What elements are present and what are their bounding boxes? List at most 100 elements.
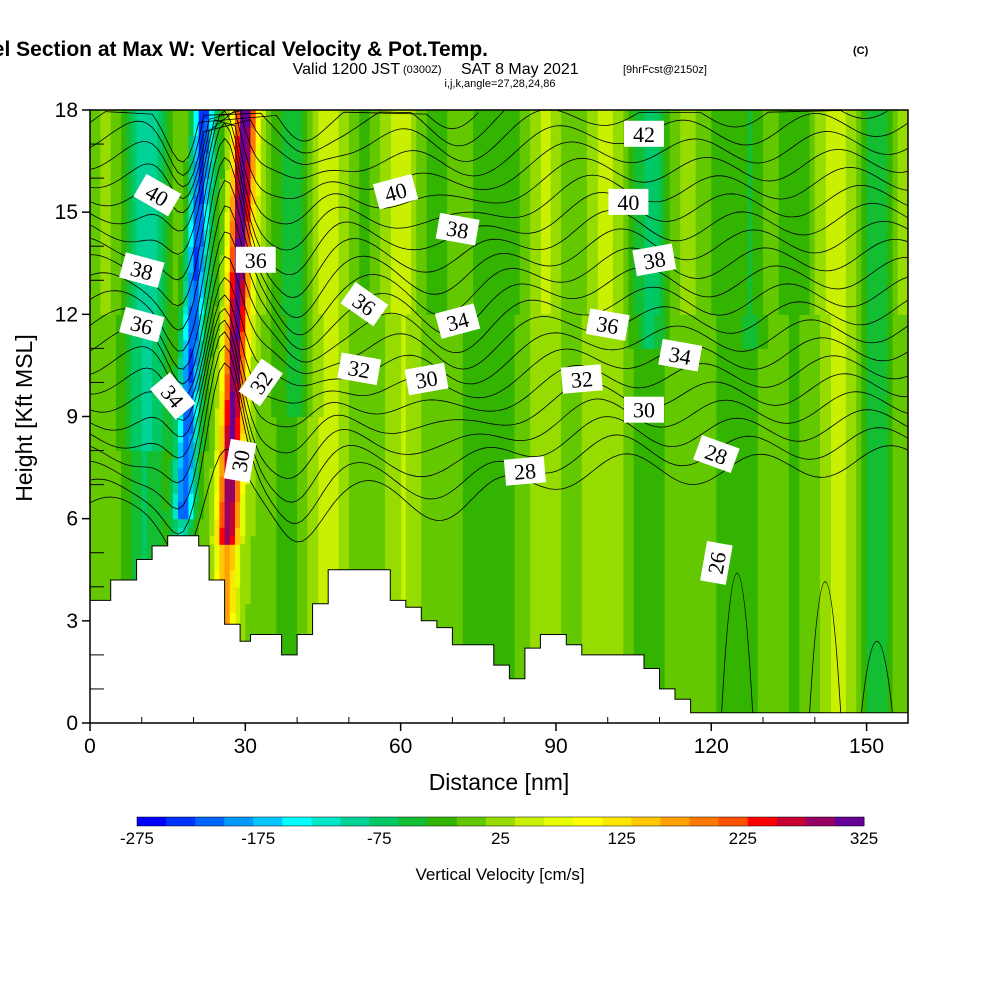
velocity-cell [271,433,277,443]
velocity-cell [338,442,345,452]
velocity-cell [354,399,360,409]
velocity-cell [473,569,479,579]
velocity-cell [214,527,221,537]
velocity-cell [271,135,277,145]
velocity-cell [229,408,236,418]
velocity-cell [395,408,402,418]
velocity-cell [431,527,438,537]
velocity-cell [343,280,350,290]
velocity-cell [141,229,148,239]
velocity-cell [364,484,371,494]
velocity-cell [281,450,288,460]
velocity-cell [131,229,138,239]
velocity-cell [271,118,277,128]
velocity-cell [374,263,381,273]
velocity-cell [193,518,200,528]
velocity-cell [203,229,210,239]
velocity-cell [395,586,402,596]
velocity-cell [426,493,433,503]
velocity-cell [198,263,205,273]
velocity-cell [452,169,459,179]
velocity-cell [395,569,402,579]
velocity-cell [209,450,215,460]
velocity-cell [136,433,143,443]
velocity-cell [405,544,412,554]
velocity-cell [276,195,283,205]
velocity-cell [121,331,127,341]
velocity-cell [467,382,474,392]
velocity-cell [478,603,485,613]
velocity-cell [110,135,117,145]
velocity-cell [255,603,262,613]
velocity-cell [442,603,448,613]
velocity-cell [121,535,127,545]
velocity-cell [307,603,314,613]
velocity-cell [229,518,236,528]
velocity-cell [178,118,184,128]
velocity-cell [390,373,397,383]
velocity-cell [307,399,314,409]
velocity-cell [457,356,464,366]
velocity-cell [348,195,355,205]
velocity-cell [219,467,226,477]
velocity-cell [224,161,231,171]
velocity-cell [229,561,236,571]
velocity-cell [172,433,179,443]
velocity-cell [364,510,371,520]
velocity-cell [219,356,226,366]
velocity-cell [390,339,397,349]
velocity-cell [416,493,422,503]
velocity-cell [436,425,443,435]
velocity-cell [374,212,381,222]
velocity-cell [291,552,298,562]
velocity-cell [478,212,485,222]
velocity-cell [229,365,236,375]
velocity-cell [369,561,376,571]
velocity-cell [157,237,164,247]
velocity-cell [260,348,267,358]
velocity-cell [157,408,164,418]
velocity-cell [90,586,96,596]
velocity-cell [229,203,236,213]
velocity-cell [343,467,350,477]
velocity-cell [359,518,365,528]
velocity-cell [462,442,469,452]
velocity-cell [193,110,200,120]
velocity-cell [276,152,283,162]
velocity-cell [183,297,189,307]
velocity-cell [457,331,464,341]
velocity-cell [297,561,303,571]
velocity-cell [126,365,132,375]
velocity-cell [115,416,122,426]
velocity-cell [110,144,117,154]
velocity-cell [348,127,355,137]
velocity-cell [426,263,433,273]
velocity-cell [271,314,277,324]
velocity-cell [302,271,309,281]
velocity-cell [90,339,96,349]
velocity-cell [405,391,412,401]
velocity-cell [291,339,298,349]
velocity-cell [281,254,288,264]
velocity-cell [172,246,179,256]
velocity-cell [411,339,417,349]
velocity-cell [266,135,272,145]
velocity-cell [291,271,298,281]
velocity-cell [286,339,293,349]
velocity-cell [307,459,314,469]
velocity-cell [229,544,236,554]
velocity-cell [395,535,402,545]
velocity-cell [307,322,314,332]
velocity-cell [302,297,309,307]
velocity-cell [473,425,479,435]
velocity-cell [359,212,365,222]
velocity-cell [473,161,479,171]
velocity-cell [198,195,205,205]
velocity-cell [348,348,355,358]
velocity-cell [90,399,96,409]
velocity-cell [447,595,453,605]
velocity-cell [276,169,283,179]
velocity-cell [462,382,469,392]
velocity-cell [364,339,371,349]
velocity-cell [105,178,112,188]
